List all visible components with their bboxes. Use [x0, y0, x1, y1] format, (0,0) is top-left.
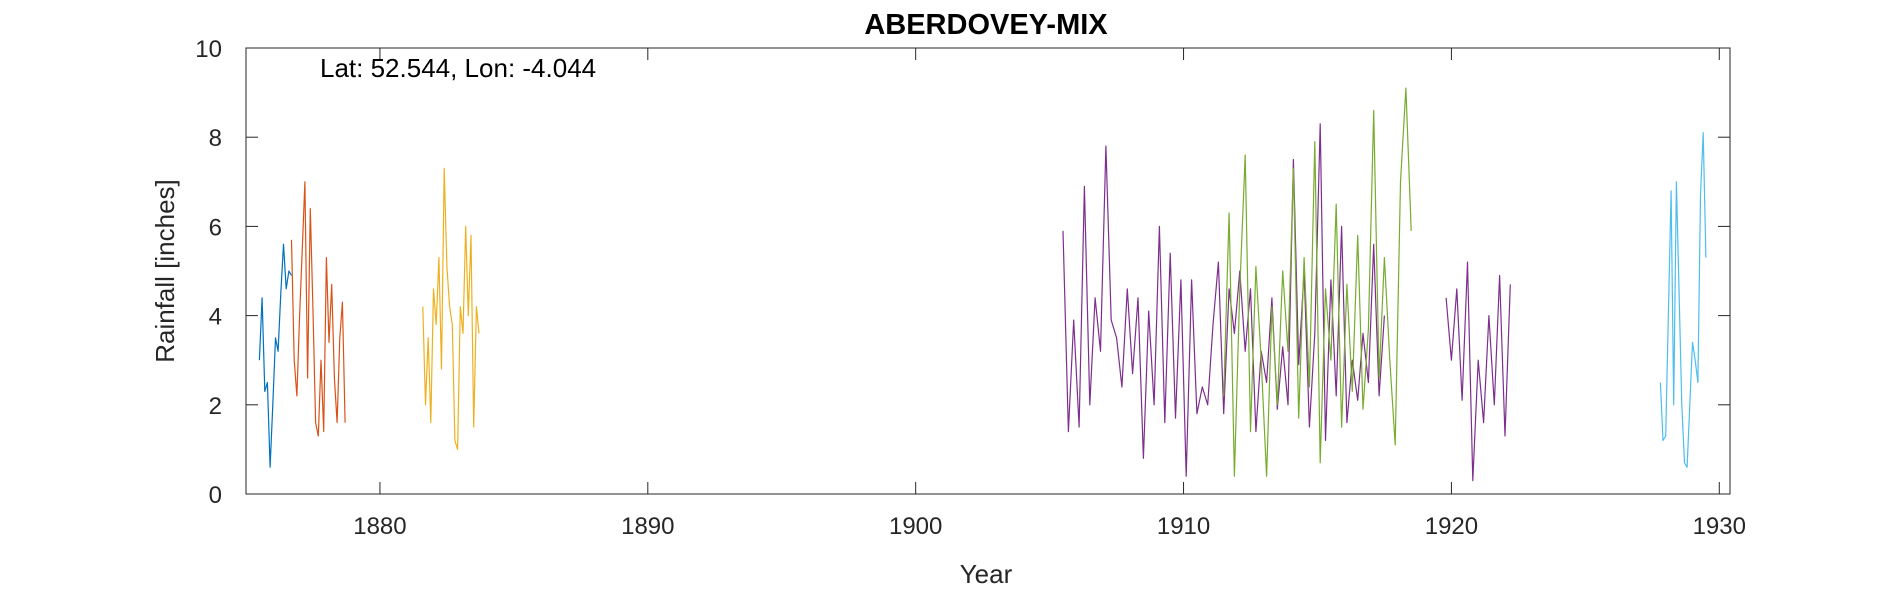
y-tick-label: 4	[209, 304, 222, 331]
x-axis-label: Year	[960, 559, 1013, 589]
x-tick-label: 1880	[353, 513, 406, 540]
y-tick-label: 10	[195, 36, 222, 63]
series-line-2	[290, 181, 346, 437]
series-line-4	[1062, 123, 1385, 477]
y-tick-label: 8	[209, 125, 222, 152]
y-axis-label: Rainfall [inches]	[150, 179, 180, 363]
x-tick-label: 1900	[889, 513, 942, 540]
x-tick-label: 1890	[621, 513, 674, 540]
plot-area: 1880 1890 1900 1910 1920 1930 0 2 4 6 8 10	[195, 36, 1746, 540]
chart-title: ABERDOVEY-MIX	[864, 9, 1108, 41]
series-line-7	[1659, 132, 1707, 468]
plot-frame	[245, 47, 1731, 495]
series-line-5	[1223, 87, 1412, 477]
ticks-layer: 1880 1890 1900 1910 1920 1930 0 2 4 6 8 10	[195, 36, 1746, 540]
series-line-6	[1445, 261, 1511, 482]
y-tick-label: 2	[209, 393, 222, 420]
y-tick-label: 6	[209, 214, 222, 241]
location-annotation: Lat: 52.544, Lon: -4.044	[320, 53, 596, 83]
series-line-3	[422, 167, 480, 450]
y-tick-label: 0	[209, 482, 222, 509]
series-line-1	[258, 243, 293, 468]
x-tick-label: 1910	[1157, 513, 1210, 540]
x-tick-label: 1920	[1425, 513, 1478, 540]
series-layer	[258, 87, 1707, 482]
x-tick-label: 1930	[1693, 513, 1746, 540]
